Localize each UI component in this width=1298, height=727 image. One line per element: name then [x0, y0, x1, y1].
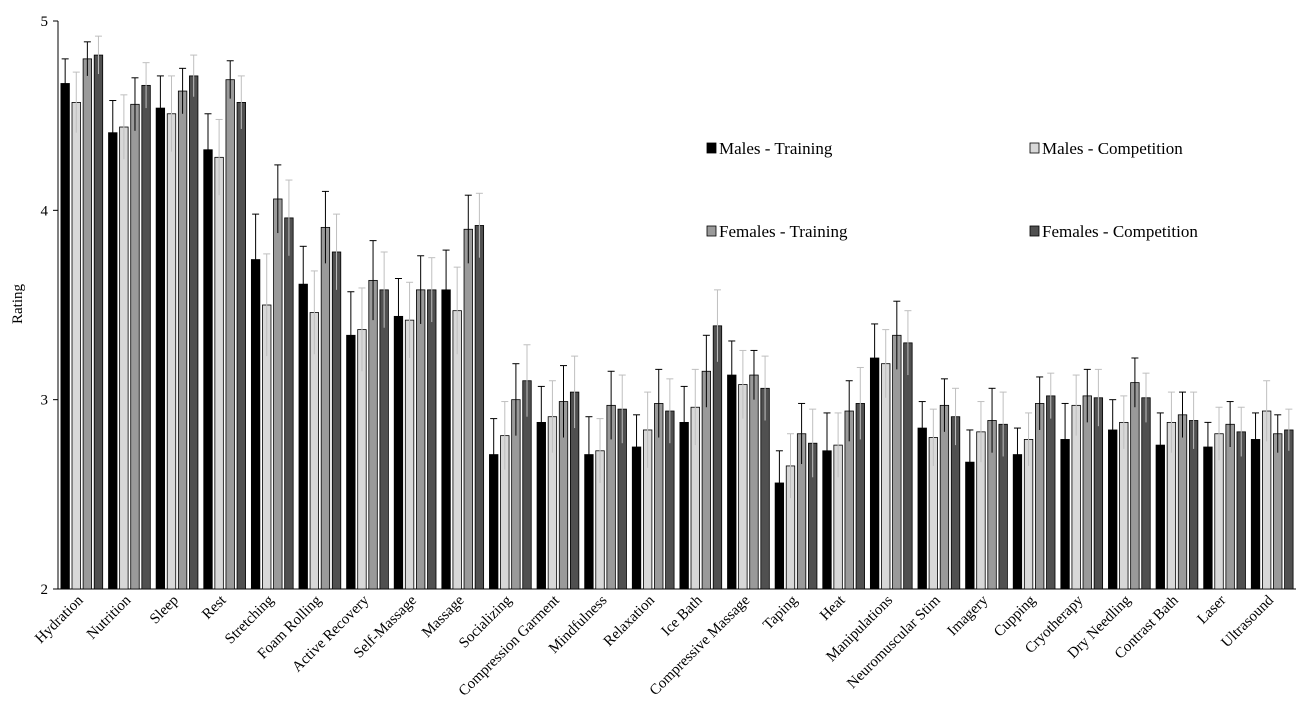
error-bar-group [61, 35, 1293, 516]
bar-males-competition-hydration [71, 102, 81, 590]
bar-males-training-manipulations [869, 357, 880, 590]
bar-females-training-neuromuscular-stim [939, 404, 950, 590]
bar-females-competition-active-recovery [379, 289, 389, 590]
bar-females-training-ultrasound [1273, 433, 1283, 590]
bar-females-competition-cupping [1046, 395, 1056, 590]
x-tick-label: Cupping [991, 592, 1039, 640]
bar-males-training-sleep [155, 107, 166, 590]
bar-females-training-foam-rolling [320, 226, 331, 590]
bar-females-training-compressive-massage [749, 374, 759, 590]
x-tick-label: Neuromuscular Stim [844, 592, 944, 692]
legend-item: Females - Training [706, 222, 848, 241]
bar-females-competition-stretching [284, 217, 294, 590]
bar-females-training-massage [463, 228, 473, 590]
y-axis-title: Rating [10, 284, 26, 324]
y-tick-label: 3 [41, 393, 49, 409]
legend-label: Females - Competition [1042, 222, 1198, 241]
x-tick-label: Imagery [945, 592, 992, 639]
legend-swatch [1029, 142, 1040, 154]
legend-item: Females - Competition [1029, 222, 1198, 241]
bar-males-training-massage [441, 289, 451, 590]
bar-males-training-stretching [250, 259, 261, 590]
bar-females-training-cryotherapy [1082, 395, 1092, 590]
bar-females-competition-ultrasound [1284, 429, 1294, 590]
bar-males-training-foam-rolling [298, 283, 308, 590]
bar-females-competition-ice-bath [712, 325, 723, 590]
legend-label: Males - Competition [1042, 139, 1183, 158]
bar-females-training-laser [1225, 423, 1235, 590]
x-tick-label: Relaxation [601, 592, 659, 650]
x-tick-label: Laser [1195, 593, 1230, 628]
x-tick-label: Sleep [147, 593, 182, 628]
bar-females-training-nutrition [130, 103, 140, 590]
bar-males-competition-self-massage [404, 319, 415, 590]
bar-females-competition-cryotherapy [1093, 397, 1104, 590]
x-tick-label: Hydration [32, 592, 87, 647]
legend-label: Females - Training [719, 222, 848, 241]
bar-females-training-cupping [1035, 403, 1045, 590]
legend-swatch [1029, 225, 1040, 237]
legend-label: Males - Training [719, 139, 833, 158]
bar-females-competition-sleep [189, 75, 199, 590]
x-tick-label: Heat [817, 592, 849, 624]
x-tick-label: Nutrition [84, 592, 135, 643]
bar-males-training-self-massage [393, 315, 404, 590]
y-tick-label: 2 [41, 582, 49, 598]
bar-females-competition-self-massage [427, 289, 437, 590]
bar-males-competition-nutrition [119, 126, 129, 590]
x-tick-label: Rest [199, 592, 230, 623]
bar-females-competition-foam-rolling [331, 251, 342, 590]
legend-swatch [706, 142, 717, 154]
bar-females-training-self-massage [416, 289, 426, 590]
bar-females-competition-rest [236, 102, 246, 590]
bar-females-training-sleep [177, 90, 188, 590]
bar-males-competition-rest [214, 156, 224, 590]
bar-males-training-rest [203, 149, 213, 590]
bar-females-training-rest [225, 79, 235, 590]
bar-females-training-manipulations [892, 334, 902, 590]
bar-females-training-contrast-bath [1177, 414, 1188, 590]
bar-females-competition-hydration [93, 54, 104, 590]
x-tick-label: Taping [760, 592, 801, 633]
legend-item: Males - Competition [1029, 139, 1183, 158]
bar-males-training-nutrition [108, 132, 118, 590]
bar-females-training-stretching [273, 198, 283, 590]
x-tick-label: Ultrasound [1219, 592, 1278, 651]
bar-females-competition-nutrition [141, 84, 151, 590]
bar-females-training-active-recovery [368, 279, 378, 590]
x-tick-label: Massage [419, 592, 468, 641]
bar-males-training-hydration [60, 83, 70, 590]
y-tick-label: 4 [41, 203, 49, 219]
bar-females-competition-massage [474, 225, 485, 590]
x-tick-label: Ice Bath [659, 592, 706, 639]
legend: Males - Training Males - Competition Femal… [706, 139, 1198, 241]
y-tick-label: 5 [41, 14, 49, 30]
legend-swatch [706, 225, 717, 237]
bar-series-group [60, 54, 1294, 590]
legend-item: Males - Training [706, 139, 833, 158]
bar-females-competition-dry-needling [1141, 397, 1151, 590]
bar-females-training-dry-needling [1130, 382, 1140, 590]
bar-females-competition-manipulations [903, 342, 913, 590]
bar-females-training-hydration [82, 58, 93, 590]
bar-males-competition-sleep [166, 113, 177, 590]
